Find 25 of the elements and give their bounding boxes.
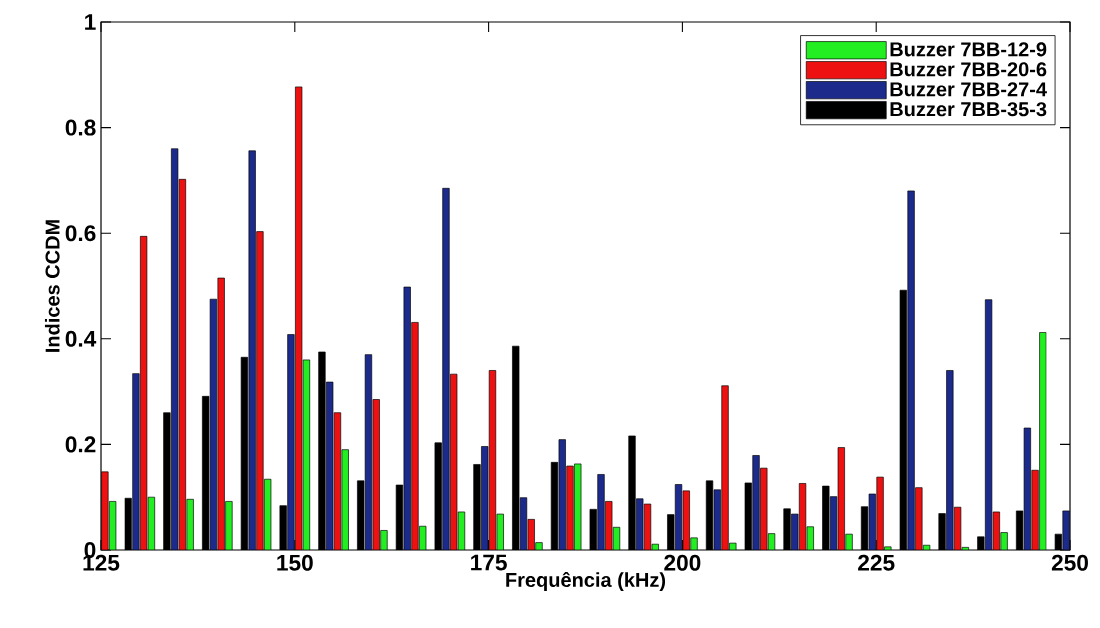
legend-label: Buzzer 7BB-12-9 [890, 42, 1047, 57]
bar [101, 471, 109, 550]
y-tick-label: 1 [85, 14, 96, 30]
legend-label: Buzzer 7BB-27-4 [890, 82, 1047, 97]
x-axis-title: Frequência (kHz) [506, 571, 666, 591]
legend-label: Buzzer 7BB-35-3 [890, 102, 1047, 117]
y-tick-label: 0.8 [65, 119, 96, 136]
x-tick-label: 175 [471, 554, 507, 571]
bar [442, 187, 450, 550]
x-tick-label: 225 [858, 554, 895, 571]
bar [256, 231, 264, 550]
bar [287, 334, 295, 550]
y-axis-title: Indices CCDM [44, 220, 60, 352]
bar [411, 322, 419, 550]
bar [132, 373, 140, 550]
y-tick-label: 0.6 [65, 225, 96, 242]
x-tick-label: 150 [277, 554, 313, 571]
bar [752, 455, 760, 550]
x-tick-label: 200 [664, 554, 701, 571]
bar [907, 190, 915, 550]
y-tick-label: 0.4 [65, 330, 97, 347]
legend-label: Buzzer 7BB-20-6 [890, 62, 1047, 77]
x-tick-label: 250 [1051, 554, 1088, 571]
y-tick-label: 0.2 [65, 436, 96, 453]
bar [721, 385, 729, 550]
